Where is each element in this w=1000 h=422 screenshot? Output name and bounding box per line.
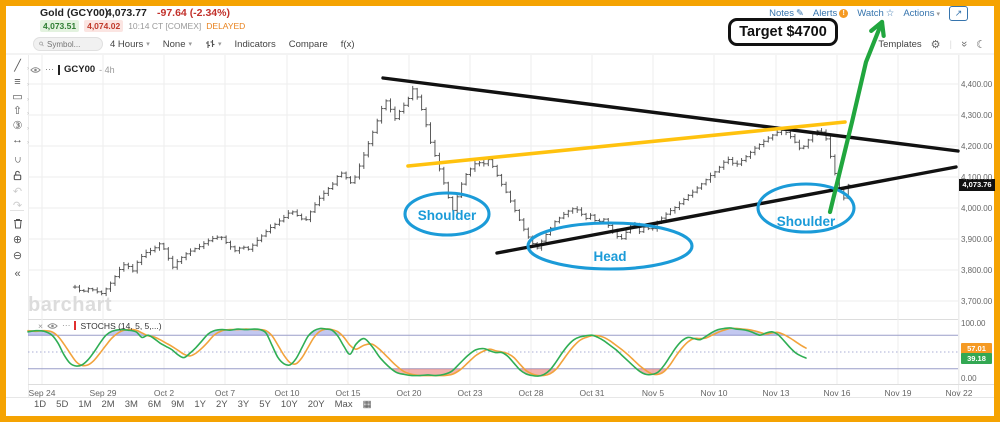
app-background: [6, 6, 994, 416]
app-window: { "header": { "symbol_title": "Gold (GCY…: [0, 0, 1000, 422]
